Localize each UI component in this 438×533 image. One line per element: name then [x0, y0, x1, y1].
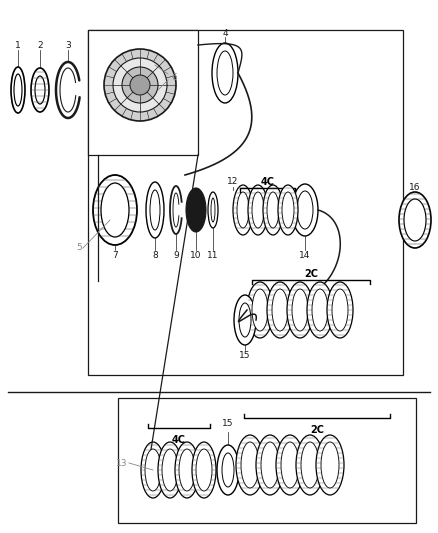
Ellipse shape — [113, 58, 167, 112]
Ellipse shape — [158, 442, 182, 498]
Text: 3: 3 — [65, 42, 71, 51]
Ellipse shape — [234, 295, 256, 345]
Ellipse shape — [104, 49, 176, 121]
Ellipse shape — [261, 442, 279, 488]
Ellipse shape — [248, 185, 268, 235]
Ellipse shape — [130, 75, 150, 95]
Ellipse shape — [321, 442, 339, 488]
Text: 4C: 4C — [261, 177, 275, 187]
Ellipse shape — [93, 175, 137, 245]
Ellipse shape — [31, 68, 49, 112]
Ellipse shape — [241, 442, 259, 488]
Ellipse shape — [276, 435, 304, 495]
Ellipse shape — [404, 199, 426, 241]
Ellipse shape — [312, 289, 328, 331]
Ellipse shape — [263, 185, 283, 235]
Text: 4C: 4C — [172, 435, 186, 445]
Ellipse shape — [236, 435, 264, 495]
Ellipse shape — [287, 282, 313, 338]
Text: 5: 5 — [76, 244, 82, 253]
Ellipse shape — [272, 289, 288, 331]
Ellipse shape — [150, 190, 160, 230]
Text: 7: 7 — [112, 251, 118, 260]
Ellipse shape — [35, 76, 45, 104]
Ellipse shape — [233, 185, 253, 235]
Text: 11: 11 — [207, 251, 219, 260]
Ellipse shape — [179, 449, 195, 491]
Ellipse shape — [196, 449, 212, 491]
Ellipse shape — [237, 192, 249, 228]
Ellipse shape — [101, 183, 129, 237]
Ellipse shape — [122, 67, 158, 103]
Ellipse shape — [252, 289, 268, 331]
Ellipse shape — [211, 198, 215, 222]
Ellipse shape — [332, 289, 348, 331]
Text: 9: 9 — [173, 251, 179, 260]
Bar — [88, 30, 198, 155]
Ellipse shape — [192, 442, 216, 498]
Ellipse shape — [141, 442, 165, 498]
Text: 6: 6 — [171, 72, 177, 82]
Ellipse shape — [307, 282, 333, 338]
Bar — [118, 398, 416, 523]
Ellipse shape — [217, 445, 239, 495]
Ellipse shape — [222, 453, 234, 487]
Ellipse shape — [212, 43, 238, 103]
Ellipse shape — [301, 442, 319, 488]
Ellipse shape — [208, 192, 218, 228]
Ellipse shape — [267, 282, 293, 338]
Text: 2C: 2C — [310, 425, 324, 435]
Text: 1: 1 — [15, 42, 21, 51]
Ellipse shape — [239, 303, 251, 337]
Ellipse shape — [297, 191, 313, 229]
Text: 10: 10 — [190, 251, 202, 260]
Ellipse shape — [145, 449, 161, 491]
Ellipse shape — [316, 435, 344, 495]
Ellipse shape — [14, 74, 22, 106]
Ellipse shape — [217, 51, 233, 95]
Bar — [88, 30, 403, 375]
Ellipse shape — [267, 192, 279, 228]
Ellipse shape — [256, 435, 284, 495]
Ellipse shape — [327, 282, 353, 338]
Ellipse shape — [296, 435, 324, 495]
Ellipse shape — [278, 185, 298, 235]
Text: 14: 14 — [299, 251, 311, 260]
Text: 13: 13 — [116, 458, 127, 467]
Text: 16: 16 — [409, 183, 421, 192]
Text: 4: 4 — [222, 28, 228, 37]
Text: 2C: 2C — [304, 269, 318, 279]
Ellipse shape — [281, 442, 299, 488]
Ellipse shape — [162, 449, 178, 491]
Ellipse shape — [186, 188, 206, 232]
Ellipse shape — [252, 192, 264, 228]
Ellipse shape — [399, 192, 431, 248]
Text: 15: 15 — [239, 351, 251, 359]
Ellipse shape — [11, 67, 25, 113]
Text: 2: 2 — [37, 42, 43, 51]
Ellipse shape — [292, 184, 318, 236]
Ellipse shape — [247, 282, 273, 338]
Ellipse shape — [282, 192, 294, 228]
Text: 8: 8 — [152, 251, 158, 260]
Ellipse shape — [175, 442, 199, 498]
Ellipse shape — [292, 289, 308, 331]
Ellipse shape — [146, 182, 164, 238]
Text: 12: 12 — [227, 177, 239, 187]
Text: 15: 15 — [222, 419, 234, 428]
